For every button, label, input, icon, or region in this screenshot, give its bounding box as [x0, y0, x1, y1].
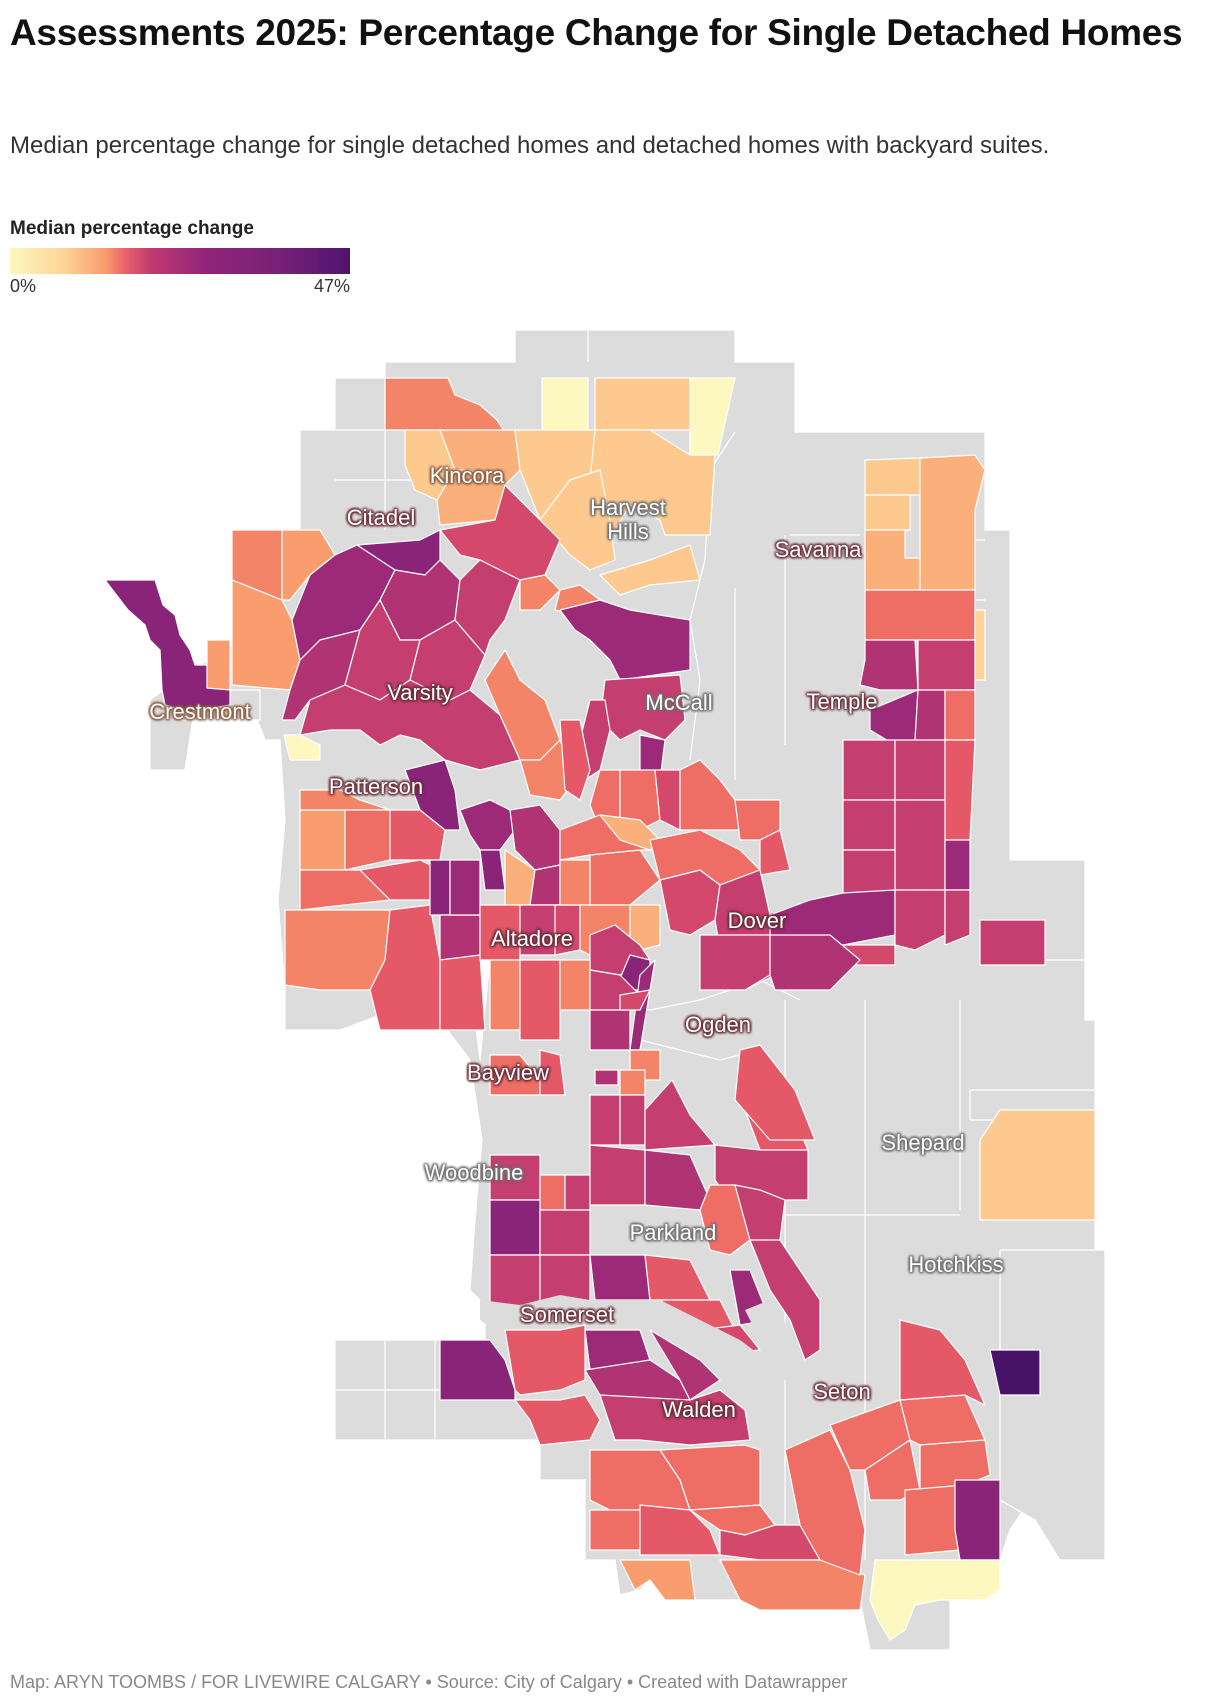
map-label-dover: Dover — [727, 908, 787, 933]
map-label-woodbine: Woodbine — [424, 1160, 524, 1185]
map-label-harvest-hills: Harvest Hills — [590, 495, 666, 544]
map-label-varsity: Varsity — [387, 680, 453, 705]
map-label-altadore: Altadore — [491, 926, 573, 951]
chart-subtitle: Median percentage change for single deta… — [10, 132, 1050, 159]
color-legend: Median percentage change 0% 47% — [10, 218, 350, 300]
legend-min-label: 0% — [10, 276, 37, 296]
legend-title: Median percentage change — [10, 218, 254, 239]
neighbourhoods-north — [356, 377, 736, 616]
map-label-walden: Walden — [662, 1397, 736, 1422]
map-label-patterson: Patterson — [328, 774, 424, 799]
neighbourhoods-east — [699, 934, 861, 1141]
neighbourhoods-northeast — [769, 454, 1046, 966]
map-label-temple: Temple — [806, 689, 878, 714]
legend-labels: 0% 47% — [10, 276, 350, 300]
map-label-somerset: Somerset — [519, 1302, 615, 1327]
neighbourhoods-northwest — [104, 529, 521, 771]
map-label-kincora: Kincora — [429, 463, 505, 488]
legend-gradient-bar — [10, 248, 350, 274]
map-label-crestmont: Crestmont — [149, 699, 251, 724]
map-label-savanna: Savanna — [774, 537, 862, 562]
map-label-seton: Seton — [813, 1379, 871, 1404]
neighbourhoods-north-central — [484, 599, 791, 876]
neighbourhoods-central — [284, 759, 776, 1081]
map-label-mccall: McCall — [645, 690, 713, 715]
map-label-hotchkiss: Hotchkiss — [908, 1252, 1004, 1277]
map-label-shepard: Shepard — [881, 1130, 965, 1155]
map-label-ogden: Ogden — [684, 1012, 752, 1037]
map-label-citadel: Citadel — [346, 505, 416, 530]
legend-max-label: 47% — [313, 276, 350, 296]
neighbourhoods-south — [439, 1109, 1096, 1641]
footer-credit: Map: ARYN TOOMBS / FOR LIVEWIRE CALGARY … — [10, 1672, 848, 1692]
chart-title: Assessments 2025: Percentage Change for … — [10, 12, 1183, 53]
map-label-bayview: Bayview — [467, 1060, 549, 1085]
map-label-parkland: Parkland — [629, 1220, 717, 1245]
neighbourhoods-south-central — [489, 1049, 821, 1361]
river-channels — [480, 1295, 820, 1410]
